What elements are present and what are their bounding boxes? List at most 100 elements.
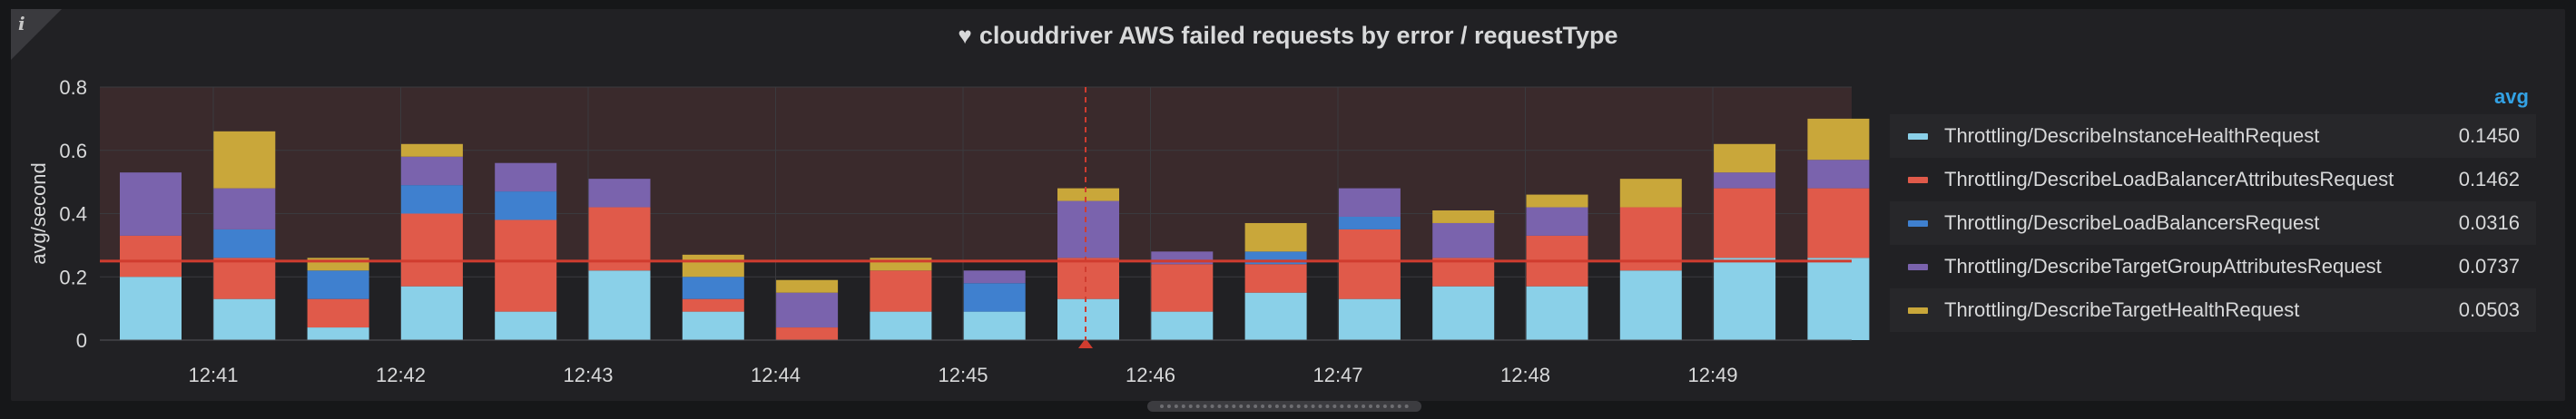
bar-segment <box>1432 258 1495 287</box>
bar-segment <box>1057 200 1119 258</box>
panel-title[interactable]: ♥ clouddriver AWS failed requests by erro… <box>11 22 2565 50</box>
legend-swatch[interactable] <box>1908 307 1928 314</box>
legend-item-name[interactable]: Throttling/DescribeTargetGroupAttributes… <box>1944 255 2382 278</box>
y-tick-label: 0.8 <box>59 76 87 99</box>
legend-item-name[interactable]: Throttling/DescribeInstanceHealthRequest <box>1944 124 2320 147</box>
bar-segment <box>1714 188 1776 258</box>
legend-item[interactable]: Throttling/DescribeTargetHealthRequest 0.… <box>1890 288 2536 332</box>
legend-item[interactable]: Throttling/DescribeInstanceHealthRequest… <box>1890 114 2536 158</box>
bar-segment <box>400 143 463 157</box>
legend-swatch[interactable] <box>1908 176 1928 183</box>
legend-item[interactable]: Throttling/DescribeLoadBalancerAttribute… <box>1890 158 2536 201</box>
x-tick-label: 12:48 <box>1500 364 1550 386</box>
bar-segment <box>307 327 369 340</box>
x-tick-label: 12:41 <box>188 364 238 386</box>
bar-segment <box>1151 311 1214 340</box>
legend-item[interactable]: Throttling/DescribeLoadBalancersRequest 0… <box>1890 201 2536 245</box>
bar-segment <box>682 277 744 299</box>
bar-segment <box>682 311 744 340</box>
legend-item-avg: 0.0503 <box>2458 298 2520 321</box>
legend-swatch[interactable] <box>1908 219 1928 227</box>
legend-item[interactable]: Throttling/DescribeTargetGroupAttributes… <box>1890 245 2536 288</box>
legend-item-name[interactable]: Throttling/DescribeLoadBalancerAttribute… <box>1944 168 2394 190</box>
bar-segment <box>1619 270 1682 340</box>
bar-segment <box>213 258 276 299</box>
bar-segment <box>588 270 651 340</box>
bar-segment <box>1619 179 1682 208</box>
x-tick-label: 12:45 <box>938 364 988 386</box>
legend-avg-header[interactable]: avg <box>2494 85 2529 108</box>
legend: Throttling/DescribeInstanceHealthRequest… <box>1890 114 2536 332</box>
bar-segment <box>495 162 557 192</box>
bar-segment <box>1714 258 1776 340</box>
y-tick-label: 0.2 <box>59 266 87 288</box>
legend-item-avg: 0.0316 <box>2458 211 2520 234</box>
bar-segment <box>1807 188 1870 258</box>
annotation-marker-icon <box>1078 338 1093 348</box>
bar-segment <box>400 213 463 287</box>
x-tick-label: 12:43 <box>563 364 613 386</box>
legend-item-avg: 0.1462 <box>2458 168 2520 190</box>
bar-segment <box>213 131 276 189</box>
y-tick-label: 0.6 <box>59 140 87 162</box>
y-tick-label: 0 <box>76 329 87 352</box>
chart-axes: 0 0.2 0.4 0.6 0.8 12:41 12:42 12:43 12:44 12:45 12… <box>27 76 1852 386</box>
bar-segment <box>1714 143 1776 173</box>
bar-segment <box>307 298 369 328</box>
chart-bars <box>120 118 1870 340</box>
bar-segment <box>1807 258 1870 340</box>
bar-segment <box>400 156 463 186</box>
bar-segment <box>682 254 744 278</box>
x-tick-label: 12:44 <box>751 364 801 386</box>
legend-item-name[interactable]: Throttling/DescribeLoadBalancersRequest <box>1944 211 2320 234</box>
bar-segment <box>588 179 651 208</box>
bar-segment <box>1338 229 1401 299</box>
bar-segment <box>870 311 932 340</box>
x-tick-label: 12:46 <box>1126 364 1175 386</box>
legend-item-avg: 0.0737 <box>2458 255 2520 278</box>
bar-segment <box>1526 286 1588 340</box>
bar-segment <box>1057 298 1119 340</box>
legend-item-avg: 0.1450 <box>2458 124 2520 147</box>
bar-segment <box>1807 160 1870 189</box>
panel-info-corner[interactable] <box>11 9 62 60</box>
legend-swatch[interactable] <box>1908 263 1928 270</box>
info-icon[interactable]: i <box>18 13 25 34</box>
bar-segment <box>776 279 839 293</box>
bar-segment <box>870 270 932 312</box>
y-axis-label: avg/second <box>27 162 50 265</box>
threshold-region <box>100 87 1852 261</box>
bar-segment <box>1338 298 1401 340</box>
bar-segment <box>120 277 182 340</box>
legend-item-name[interactable]: Throttling/DescribeTargetHealthRequest <box>1944 298 2300 321</box>
bar-segment <box>495 219 557 312</box>
bar-segment <box>495 311 557 340</box>
bar-segment <box>400 185 463 214</box>
bar-segment <box>1338 216 1401 229</box>
bar-segment <box>1057 188 1119 201</box>
panel-resize-handle[interactable] <box>1147 401 1421 412</box>
x-tick-label: 12:47 <box>1313 364 1362 386</box>
bar-segment <box>1526 194 1588 208</box>
y-tick-label: 0.4 <box>59 203 87 226</box>
bar-segment <box>1244 222 1307 252</box>
bar-segment <box>120 172 182 236</box>
chart-overlay <box>100 87 1852 348</box>
bar-segment <box>1151 264 1214 312</box>
bar-segment <box>1714 172 1776 189</box>
bar-segment <box>1244 264 1307 293</box>
resize-grip-icon <box>1160 404 1409 412</box>
panel-title-text: clouddriver AWS failed requests by error… <box>978 22 1618 49</box>
bar-segment <box>1432 222 1495 258</box>
x-tick-label: 12:49 <box>1687 364 1737 386</box>
bar-segment <box>400 286 463 340</box>
legend-swatch[interactable] <box>1908 132 1928 140</box>
bar-segment <box>1338 188 1401 217</box>
bar-segment <box>307 270 369 299</box>
bar-segment <box>963 311 1026 340</box>
bar-segment <box>1432 210 1495 223</box>
bar-segment <box>1807 118 1870 161</box>
bar-segment <box>1526 207 1588 236</box>
bar-segment <box>682 298 744 312</box>
